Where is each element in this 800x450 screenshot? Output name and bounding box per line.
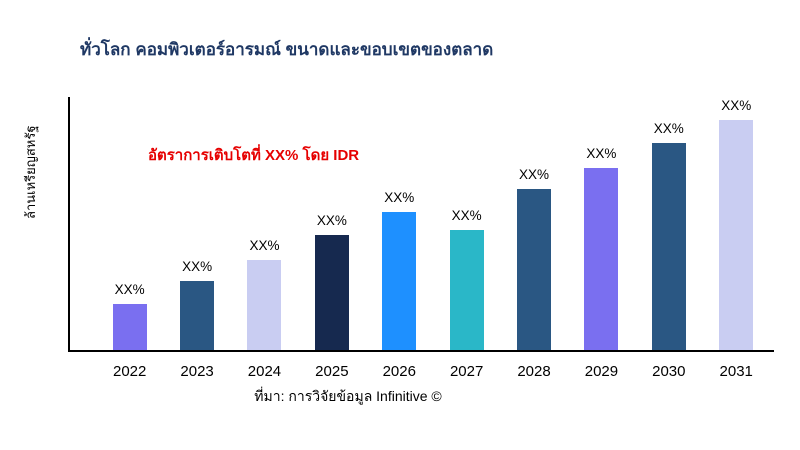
- x-tick-label: 2024: [247, 363, 282, 380]
- bar-column: XX% 2030: [641, 97, 697, 380]
- bar-column: XX% 2024: [236, 97, 292, 380]
- x-tick-label: 2026: [382, 363, 416, 380]
- plot-area: อัตราการเติบโตที่ XX% โดย IDR XX% 2022 XX%…: [68, 97, 774, 380]
- bar: [382, 212, 417, 350]
- bars-group: XX% 2022 XX% 2023 XX% 2024 XX% 2025 XX% 2026 XX% 20…: [70, 97, 774, 380]
- x-tick-label: 2028: [517, 363, 551, 380]
- bar-column: XX% 2029: [573, 97, 629, 380]
- source-text: ที่มา: การวิจัยข้อมูล Infinitive ©: [254, 388, 442, 404]
- bar-column: XX% 2025: [304, 97, 360, 380]
- x-tick-label: 2031: [719, 363, 753, 380]
- x-tick-label: 2029: [584, 363, 619, 380]
- x-tick-label: 2030: [652, 363, 686, 380]
- x-tick-label: 2023: [180, 363, 214, 380]
- bar-value-label: XX%: [316, 213, 347, 228]
- bar-column: XX% 2028: [506, 97, 562, 380]
- bar-value-label: XX%: [653, 121, 684, 136]
- bar: [584, 168, 619, 350]
- bar-value-label: XX%: [384, 190, 415, 205]
- x-tick-label: 2022: [113, 363, 147, 380]
- x-tick-label: 2025: [315, 363, 349, 380]
- bar-value-label: XX%: [721, 98, 752, 113]
- bar-column: XX% 2027: [439, 97, 495, 380]
- bar: [517, 189, 552, 350]
- bar: [449, 230, 484, 350]
- bar: [314, 235, 349, 350]
- bar-value-label: XX%: [249, 238, 280, 253]
- bar-value-label: XX%: [519, 167, 550, 182]
- growth-annotation: อัตราการเติบโตที่ XX% โดย IDR: [148, 147, 360, 164]
- bar-value-label: XX%: [182, 259, 213, 274]
- chart-title: ทั่วโลก คอมพิวเตอร์อารมณ์ ขนาดและขอบเขตข…: [80, 40, 494, 59]
- bar-value-label: XX%: [114, 282, 145, 297]
- bar-column: XX% 2031: [708, 97, 764, 380]
- bar-column: XX% 2026: [371, 97, 427, 380]
- bar-value-label: XX%: [586, 146, 617, 161]
- bar-column: XX% 2022: [102, 97, 158, 380]
- bar: [719, 120, 754, 350]
- x-tick-label: 2027: [449, 363, 484, 380]
- bar: [180, 281, 215, 350]
- bar: [651, 143, 686, 350]
- bar-value-label: XX%: [451, 208, 482, 223]
- y-axis-label: ล้านเหรียญสหรัฐ: [23, 125, 38, 219]
- bar: [112, 304, 147, 350]
- bar-column: XX% 2023: [169, 97, 225, 380]
- bar: [247, 260, 282, 350]
